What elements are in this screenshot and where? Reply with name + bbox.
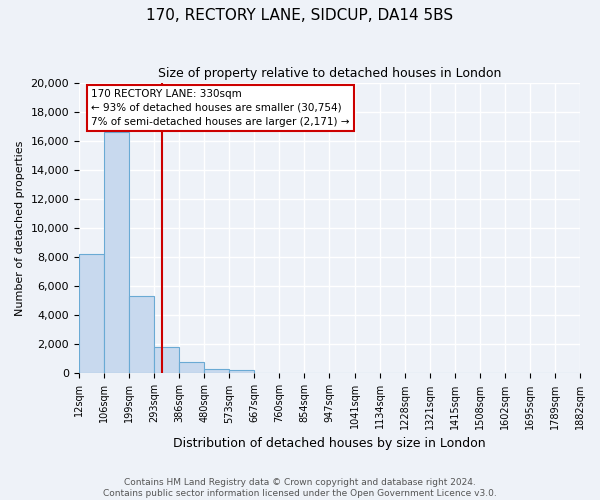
Bar bbox=[179, 362, 204, 374]
Title: Size of property relative to detached houses in London: Size of property relative to detached ho… bbox=[158, 68, 501, 80]
Bar bbox=[154, 346, 179, 374]
Bar bbox=[204, 370, 229, 374]
Text: Contains HM Land Registry data © Crown copyright and database right 2024.
Contai: Contains HM Land Registry data © Crown c… bbox=[103, 478, 497, 498]
Bar bbox=[129, 296, 154, 374]
Text: 170 RECTORY LANE: 330sqm
← 93% of detached houses are smaller (30,754)
7% of sem: 170 RECTORY LANE: 330sqm ← 93% of detach… bbox=[91, 89, 350, 127]
Bar bbox=[79, 254, 104, 374]
Text: 170, RECTORY LANE, SIDCUP, DA14 5BS: 170, RECTORY LANE, SIDCUP, DA14 5BS bbox=[146, 8, 454, 22]
X-axis label: Distribution of detached houses by size in London: Distribution of detached houses by size … bbox=[173, 437, 486, 450]
Bar bbox=[229, 370, 254, 374]
Bar bbox=[104, 132, 129, 374]
Y-axis label: Number of detached properties: Number of detached properties bbox=[15, 140, 25, 316]
